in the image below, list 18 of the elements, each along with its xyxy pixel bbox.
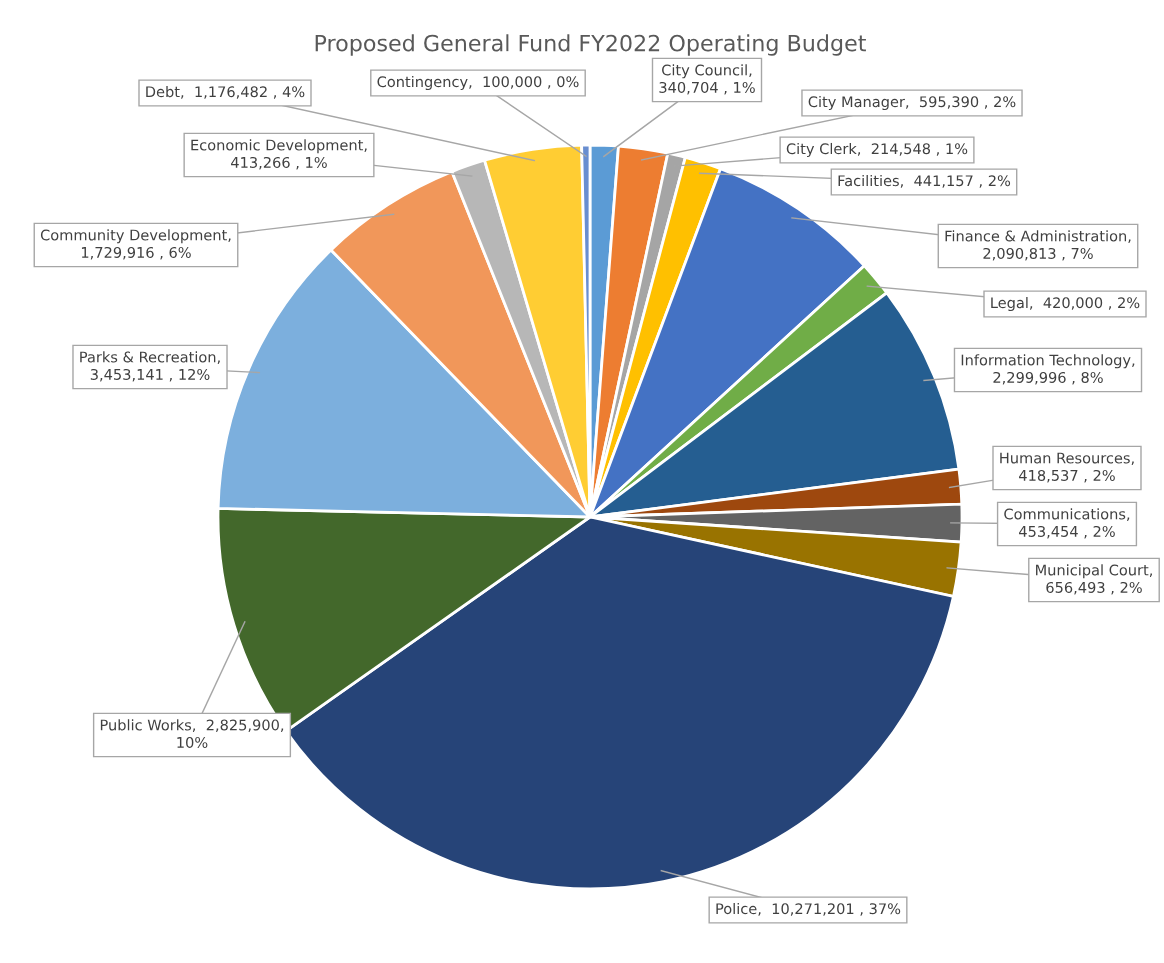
slice-label: Communications, 453,454 , 2% — [1004, 508, 1130, 539]
slice-label: Human Resources, 418,537 , 2% — [1000, 452, 1134, 483]
slice-label: Police, 10,271,201 , 37% — [716, 902, 901, 916]
slice-label: Public Works, 2,825,900, 10% — [100, 719, 284, 748]
slice-label: Debt, 1,176,482 , 4% — [146, 85, 305, 99]
slice-label: Community Development, 1,729,916 , 6% — [40, 229, 231, 260]
slice-label: City Manager, 595,390 , 2% — [808, 95, 1016, 111]
slice-label: Legal, 420,000 , 2% — [991, 296, 1140, 312]
slice-label: Parks & Recreation, 3,453,141 , 12% — [80, 351, 220, 382]
chart-title: Proposed General Fund FY2022 Operating Budget — [315, 34, 866, 56]
slice-label: City Clerk, 214,548 , 1% — [786, 142, 968, 158]
slice-label: Contingency, 100,000 , 0% — [377, 75, 579, 91]
slice-label: Facilities, 441,157 , 2% — [838, 174, 1011, 188]
slice-label: Finance & Administration, 2,090,813 , 7% — [945, 230, 1131, 261]
slice-label: Economic Development, 413,266 , 1% — [191, 139, 367, 170]
slice-label: City Council, 340,704 , 1% — [659, 64, 755, 95]
slice-label: Municipal Court, 656,493 , 2% — [1036, 564, 1152, 595]
slice-label: Information Technology, 2,299,996 , 8% — [961, 354, 1135, 385]
